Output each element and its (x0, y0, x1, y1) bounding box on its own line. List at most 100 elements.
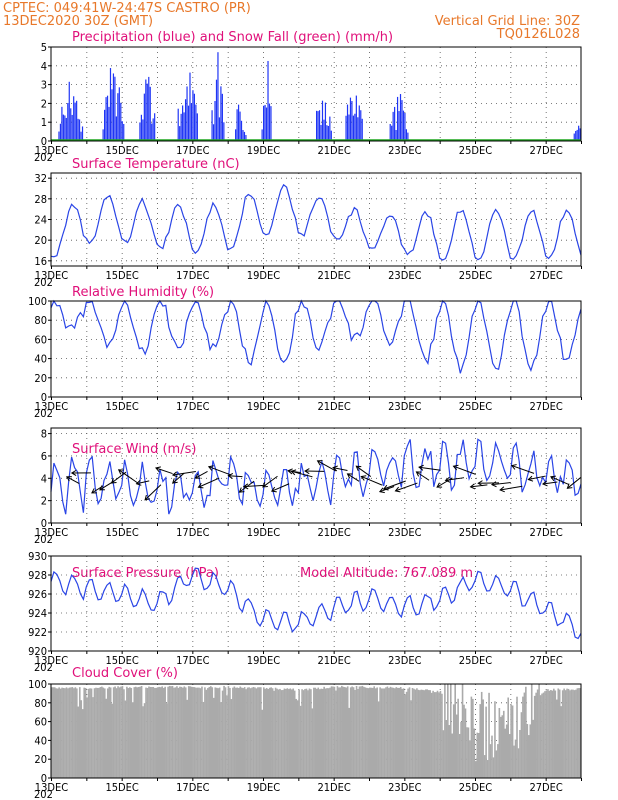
precip-bar (109, 68, 112, 141)
x-tick-label: 13DEC (35, 526, 68, 539)
cloud-bar (394, 688, 396, 778)
cloud-bar (101, 686, 103, 778)
x-tick-label: 27DEC (529, 400, 562, 413)
precip-bar (389, 124, 391, 141)
cloud-bar (290, 689, 293, 778)
cloud-bar (112, 687, 115, 778)
precip-bar (68, 81, 70, 141)
precip-bar (396, 96, 399, 141)
precip-bar (395, 130, 397, 141)
cloud-bar (392, 687, 395, 778)
cloud-bar (548, 690, 551, 778)
cloud-bar (61, 687, 63, 778)
precip-bar (186, 86, 188, 141)
cloud-bar (374, 688, 377, 778)
cloud-bar (149, 686, 152, 778)
wind-arrowhead (242, 483, 249, 490)
precip-bar (152, 118, 154, 141)
wind-arrowhead (477, 480, 483, 487)
cloud-bar (371, 687, 374, 778)
precip-bar (121, 121, 123, 141)
cloud-bar (198, 687, 200, 778)
x-tick-label: 13DEC (35, 144, 68, 157)
cloud-bar (335, 690, 337, 778)
pressure-panel: Surface Pressure (hPa) Model Altitude: 7… (28, 550, 582, 674)
precip-bar (261, 129, 263, 141)
cloud-bar (342, 686, 345, 778)
wind-arrowhead (262, 482, 268, 488)
cloud-bar (436, 690, 439, 778)
cloud-bar (413, 688, 415, 778)
wind-arrow (356, 465, 372, 477)
wind-arrow (395, 482, 418, 492)
x-tick-label: 17DEC (176, 144, 209, 157)
precip-bar (220, 86, 222, 141)
x-tick-label: 17DEC (176, 400, 209, 413)
cloud-bar (158, 686, 161, 778)
y-tick-label: 80 (34, 697, 47, 710)
cloud-bar (439, 690, 442, 778)
cloud-bar (81, 709, 84, 778)
wind-arrowhead (550, 475, 556, 482)
cloud-bar (274, 687, 277, 778)
wind-arrow (66, 476, 80, 485)
cloud-bar (557, 688, 560, 778)
cloud-bar (354, 689, 356, 778)
cloud-bar (293, 690, 296, 778)
y-tick-label: 930 (28, 550, 47, 563)
y-tick-label: 0 (41, 135, 47, 148)
cloud-bar (251, 687, 253, 778)
cloud-bar (389, 686, 392, 778)
cloud-bar (124, 700, 127, 778)
cloud-bar (131, 702, 134, 778)
cloud-bar (168, 685, 171, 778)
precip-bar (196, 113, 198, 141)
precip-bar (576, 129, 578, 141)
precip-bar (70, 108, 72, 141)
wind-arrow (453, 465, 476, 475)
precip-bar (270, 106, 272, 141)
y-tick-label: 920 (28, 645, 47, 658)
precip-bar (114, 76, 116, 141)
wind-arrowhead (394, 486, 401, 493)
cloud-bar (289, 688, 292, 778)
cloud-bar (51, 687, 53, 778)
x-tick-label: 17DEC (176, 269, 209, 282)
y-tick-label: 0 (41, 391, 47, 404)
cloud-bar (292, 688, 295, 778)
cloud-bar (507, 697, 509, 778)
precip-bar (215, 79, 218, 141)
humidity-panel: Relative Humidity (%) 0 20 40 60 80 100 13DEC 1… (28, 285, 582, 420)
cloud-bar (115, 688, 118, 778)
header-model: TQ0126L028 (496, 27, 580, 42)
temperature-frame (50, 172, 582, 267)
cloud-bar (232, 687, 234, 778)
header-run-time: 13DEC2020 30Z (GMT) (3, 14, 153, 29)
x-tick-label: 19DEC (247, 144, 280, 157)
precip-bar (78, 119, 81, 141)
wind-arrowhead (91, 488, 97, 494)
precip-bar (330, 130, 332, 141)
cloud-bar (539, 695, 542, 778)
cloud-bar (345, 687, 348, 778)
precip-bar (316, 110, 318, 141)
cloud-bar (184, 687, 187, 778)
cloud-bar (454, 684, 456, 778)
cloud-bar (447, 684, 449, 778)
cloud-bar (90, 688, 93, 778)
cloud-bar (99, 687, 102, 778)
cloud-bar (68, 687, 71, 778)
cloud-bar (513, 745, 515, 778)
cloud-bar (508, 734, 511, 778)
cloud-bar (182, 687, 184, 778)
wind-arrow (445, 477, 465, 481)
cloud-bar (224, 687, 227, 778)
cloud-bars (51, 684, 582, 778)
x-tick-label: 25DEC (459, 400, 492, 413)
precip-bar (140, 114, 143, 141)
y-tick-label: 60 (34, 333, 47, 346)
cloud-bar (211, 687, 214, 778)
precip-bar (245, 135, 247, 141)
x-tick-label: 13DEC (35, 781, 68, 794)
humidity-line (50, 299, 582, 374)
